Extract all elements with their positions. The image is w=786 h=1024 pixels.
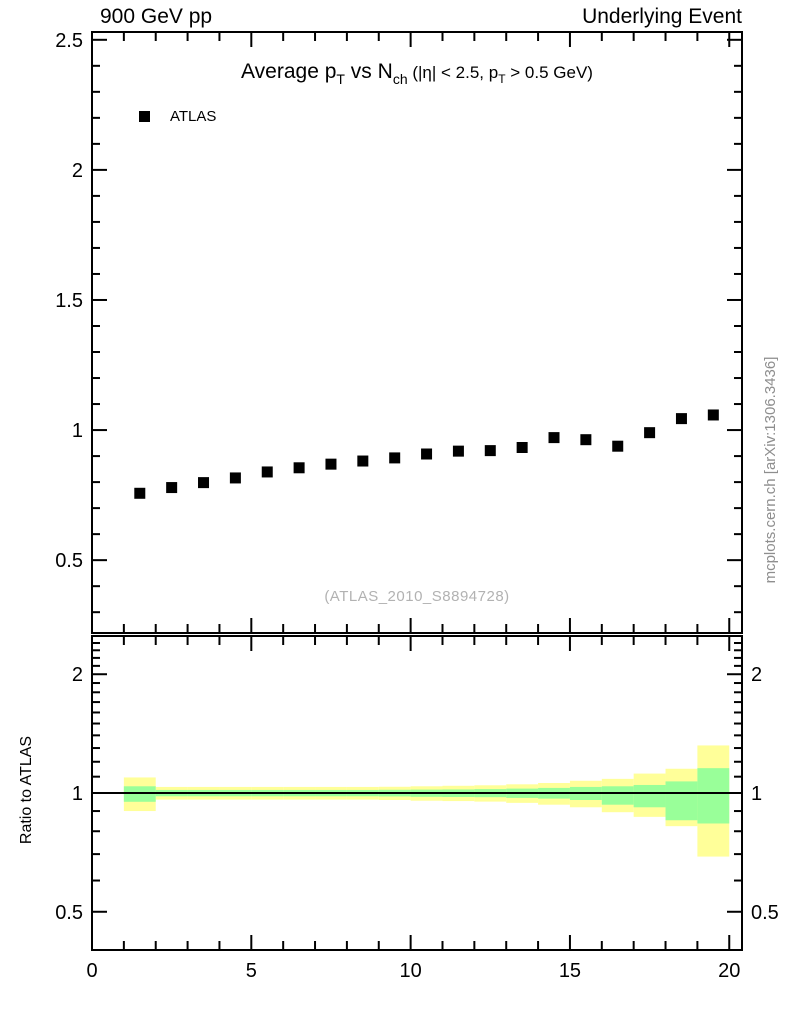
inner-uncertainty-band	[697, 768, 730, 824]
data-point	[452, 445, 464, 457]
plot-title-segment: T	[498, 72, 506, 86]
ratio-y-tick-label: 2	[751, 664, 762, 686]
main-plot-frame	[91, 31, 743, 634]
x-tick-label: 0	[86, 960, 97, 982]
plot-title-segment: T	[336, 71, 345, 87]
y-tick-label: 2.5	[55, 30, 83, 52]
inner-uncertainty-band	[665, 781, 698, 821]
x-tick-label: 20	[718, 960, 740, 982]
data-point	[293, 462, 305, 474]
data-point	[325, 458, 337, 470]
plot-title-segment: ch	[392, 71, 408, 87]
y-tick-label: 2	[72, 160, 83, 182]
ratio-y-tick-label: 1	[751, 783, 762, 805]
data-point	[548, 432, 560, 444]
data-point	[357, 455, 369, 467]
legend: ATLAS	[139, 106, 216, 126]
data-point	[166, 482, 178, 494]
ratio-y-tick-label: 2	[72, 664, 83, 686]
y-tick-label: 1.5	[55, 290, 83, 312]
plot-title-segment: Average p	[241, 60, 337, 83]
data-point	[644, 427, 656, 439]
ratio-y-tick-label: 1	[72, 783, 83, 805]
plot-title-segment: > 0.5 GeV)	[505, 63, 593, 82]
data-point	[612, 440, 624, 452]
header-beam-energy: 900 GeV pp	[100, 5, 213, 28]
inner-uncertainty-band	[601, 786, 634, 805]
data-point	[421, 448, 433, 460]
watermark-analysis-id: (ATLAS_2010_S8894728)	[324, 588, 510, 605]
plot-title-segment: (|η| < 2.5, p	[407, 63, 499, 82]
data-point	[675, 413, 687, 425]
plot-title-segment: vs N	[344, 60, 393, 83]
x-tick-label: 10	[400, 960, 422, 982]
ratio-plot-frame	[91, 635, 743, 951]
inner-uncertainty-band	[123, 786, 156, 802]
x-tick-label: 5	[246, 960, 257, 982]
x-tick-label: 15	[559, 960, 581, 982]
data-point	[198, 477, 210, 489]
legend-marker-filled-square-icon	[139, 110, 150, 122]
ratio-y-tick-label: 0.5	[55, 902, 83, 924]
data-point	[484, 445, 496, 457]
y-tick-label: 1	[72, 420, 83, 442]
data-point	[389, 452, 401, 464]
data-point	[580, 434, 592, 446]
ratio-y-tick-label: 0.5	[751, 902, 779, 924]
ratio-y-axis-label: Ratio to ATLAS	[18, 735, 35, 845]
data-point	[134, 487, 146, 499]
y-tick-label: 0.5	[55, 550, 83, 572]
header-analysis-group: Underlying Event	[582, 5, 742, 28]
data-point	[707, 409, 719, 421]
data-point	[516, 441, 528, 453]
side-note-mcplots: mcplots.cern.ch [arXiv:1306.3436]	[762, 356, 779, 584]
data-point	[229, 472, 241, 484]
legend-label: ATLAS	[170, 107, 217, 125]
plot-title: Average pT vs Nch (|η| < 2.5, pT > 0.5 G…	[92, 60, 742, 87]
inner-uncertainty-band	[633, 784, 666, 808]
data-point	[261, 466, 273, 478]
